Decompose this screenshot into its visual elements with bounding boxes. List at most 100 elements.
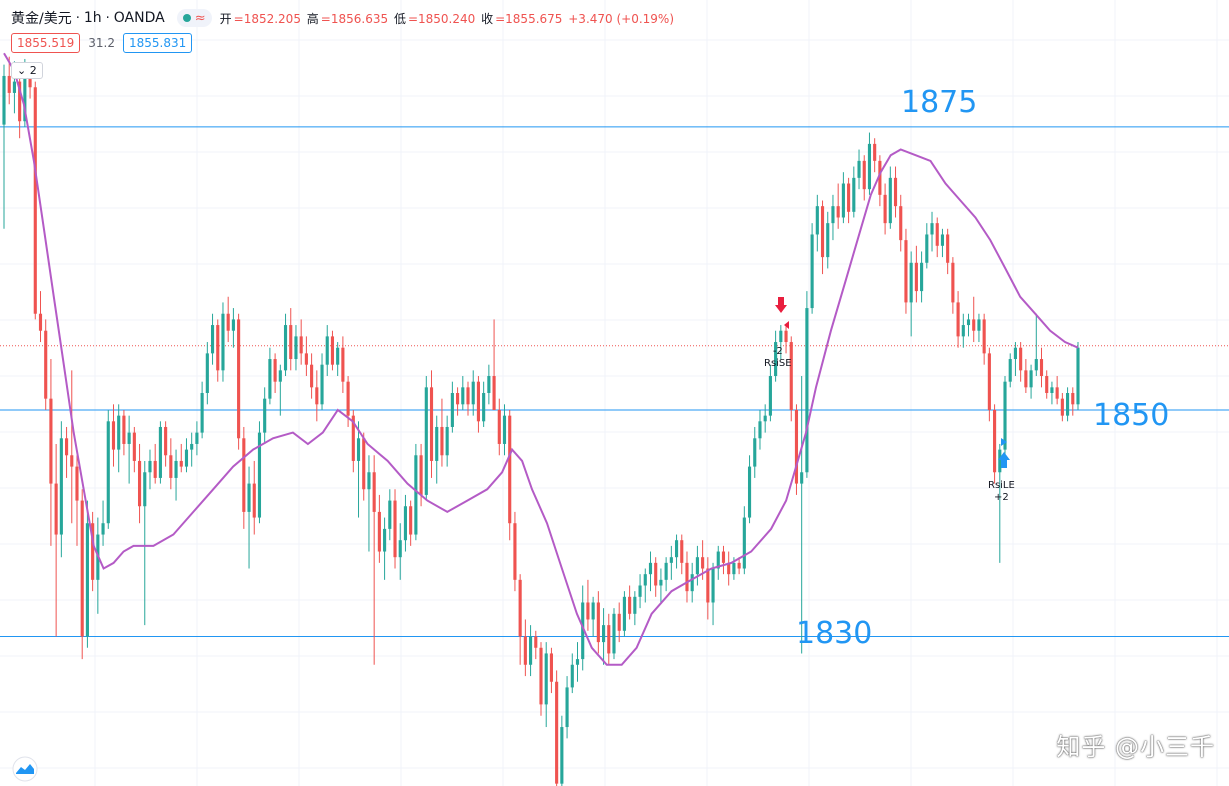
candle-body bbox=[774, 342, 778, 377]
indicators-toggle-button[interactable]: ⌄ 2 bbox=[11, 62, 43, 79]
candle-body bbox=[935, 223, 939, 246]
candle-body bbox=[633, 596, 637, 614]
candle-body bbox=[732, 562, 736, 575]
short-signal-count: -2 bbox=[772, 346, 783, 357]
candle-body bbox=[101, 523, 105, 535]
long-signal-name: RsiLE bbox=[988, 480, 1015, 491]
candle-body bbox=[383, 528, 387, 552]
candle-body bbox=[883, 194, 887, 224]
candle-body bbox=[1008, 359, 1012, 382]
market-status[interactable]: ≈ bbox=[176, 9, 212, 27]
candle-body bbox=[435, 426, 439, 461]
candle-body bbox=[2, 75, 6, 125]
candle-body bbox=[91, 523, 95, 580]
candle-body bbox=[534, 636, 538, 648]
long-signal-count: +2 bbox=[994, 492, 1009, 503]
candle-body bbox=[1050, 387, 1054, 393]
symbol-name[interactable]: 黄金/美元 bbox=[11, 11, 72, 27]
candle-body bbox=[601, 625, 606, 643]
candle-body bbox=[607, 625, 611, 654]
candle-body bbox=[925, 234, 929, 263]
low-label: 低 bbox=[393, 11, 406, 26]
horizontal-levels bbox=[0, 126, 1229, 637]
candle-body bbox=[873, 143, 877, 161]
candle-body bbox=[747, 466, 752, 518]
candle-body bbox=[497, 409, 501, 444]
candle-body bbox=[779, 330, 783, 343]
candle-body bbox=[742, 517, 746, 569]
candle-body bbox=[502, 415, 507, 444]
candle-body bbox=[247, 483, 251, 512]
candle-body bbox=[471, 381, 475, 405]
candle-body bbox=[127, 432, 131, 444]
level-label-1875: 1875 bbox=[901, 84, 978, 120]
candle-body bbox=[85, 523, 89, 637]
chevron-down-icon: ⌄ bbox=[17, 64, 27, 77]
short-entry-marker-icon bbox=[784, 321, 789, 330]
header-separator: · bbox=[75, 10, 80, 26]
candle-body bbox=[143, 472, 147, 507]
moving-average-line bbox=[3, 52, 1079, 666]
indicators-count: 2 bbox=[29, 64, 37, 77]
candle-body bbox=[44, 330, 48, 399]
spread-value: 31.2 bbox=[88, 36, 115, 50]
candle-body bbox=[210, 325, 215, 354]
tradingview-logo-icon[interactable] bbox=[10, 756, 40, 782]
candle-body bbox=[982, 319, 986, 354]
candle-body bbox=[325, 336, 329, 365]
candle-body bbox=[909, 262, 913, 303]
candle-body bbox=[768, 376, 772, 416]
candle-body bbox=[575, 659, 580, 665]
candle-body bbox=[273, 359, 277, 382]
candle-body bbox=[721, 551, 726, 563]
candle-body bbox=[70, 455, 74, 467]
candle-body bbox=[847, 183, 851, 212]
sell-price-button[interactable]: 1855.519 bbox=[11, 33, 81, 53]
candle-body bbox=[237, 319, 241, 439]
candle-body bbox=[414, 455, 418, 535]
long-signal-arrow-icon bbox=[998, 451, 1010, 468]
candle-body bbox=[763, 415, 767, 422]
candle-body bbox=[1076, 347, 1080, 405]
candle-body bbox=[518, 579, 522, 637]
candle-body bbox=[711, 568, 715, 603]
candle-body bbox=[920, 262, 924, 292]
candle-body bbox=[33, 87, 37, 314]
candle-body bbox=[461, 387, 465, 405]
candle-body bbox=[659, 579, 663, 586]
high-value: =1856.635 bbox=[320, 11, 389, 26]
high-label: 高 bbox=[306, 11, 319, 26]
candle-body bbox=[18, 81, 22, 122]
candle-body bbox=[403, 506, 408, 541]
candle-body bbox=[38, 313, 43, 331]
candle-body bbox=[466, 387, 470, 405]
candle-body bbox=[174, 460, 178, 478]
short-signal-label: -2 RsiSE bbox=[764, 346, 792, 370]
candle-body bbox=[226, 313, 230, 331]
candle-body bbox=[492, 376, 496, 410]
signal-markers bbox=[775, 297, 1010, 468]
candle-body bbox=[487, 376, 491, 393]
candle-body bbox=[669, 557, 673, 563]
candle-body bbox=[372, 472, 376, 512]
candle-body bbox=[299, 336, 303, 354]
candle-body bbox=[1039, 359, 1044, 377]
candle-body bbox=[1013, 347, 1018, 360]
candle-body bbox=[549, 653, 553, 682]
candle-body bbox=[654, 562, 658, 586]
candle-body bbox=[690, 574, 694, 592]
chart-header: 黄金/美元 · 1h · OANDA ≈ 开 =1852.205 高 =1856.6… bbox=[11, 8, 676, 28]
buy-price-button[interactable]: 1855.831 bbox=[122, 33, 193, 53]
candle-body bbox=[1019, 347, 1023, 371]
candle-body bbox=[54, 483, 58, 535]
candle-body bbox=[977, 319, 981, 331]
interval-label[interactable]: 1h bbox=[83, 10, 102, 26]
candle-body bbox=[857, 160, 861, 178]
candle-body bbox=[117, 415, 121, 450]
candle-body bbox=[304, 353, 308, 365]
candle-body bbox=[122, 415, 126, 444]
short-signal-arrow-icon bbox=[775, 297, 787, 314]
candle-body bbox=[278, 370, 282, 382]
candle-body bbox=[148, 460, 152, 473]
